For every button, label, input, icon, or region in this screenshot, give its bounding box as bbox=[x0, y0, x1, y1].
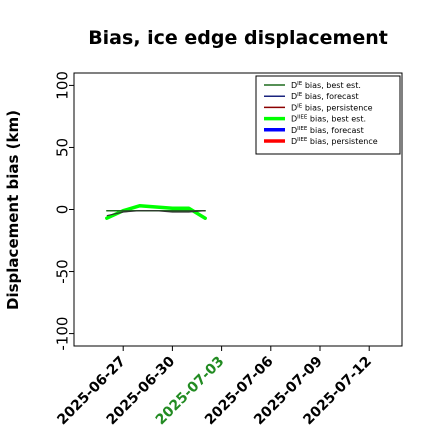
legend-label: DIE bias, persistence bbox=[291, 103, 373, 112]
y-axis-label: Displacement bias (km) bbox=[4, 110, 22, 310]
legend-label: DIE bias, forecast bbox=[291, 92, 359, 101]
legend-label: DIIEE bias, persistence bbox=[291, 137, 378, 146]
y-tick-label: 100 bbox=[54, 71, 72, 100]
series-line-overlay bbox=[106, 210, 206, 217]
legend-label: DIIEE bias, forecast bbox=[291, 126, 364, 135]
legend-label: DIE bias, best est. bbox=[291, 81, 361, 90]
legend: DIE bias, best est. DIE bias, forecast DIE… bbox=[255, 75, 401, 155]
y-tick-label: 0 bbox=[54, 205, 72, 215]
y-axis-ticks: -100 -50 0 50 100 bbox=[54, 71, 74, 351]
chart-title: Bias, ice edge displacement bbox=[88, 27, 388, 49]
y-tick-label: -50 bbox=[54, 259, 72, 284]
y-tick-label: -100 bbox=[54, 317, 72, 351]
y-tick-label: 50 bbox=[54, 138, 72, 157]
legend-label: DIIEE bias, best est. bbox=[291, 115, 366, 124]
